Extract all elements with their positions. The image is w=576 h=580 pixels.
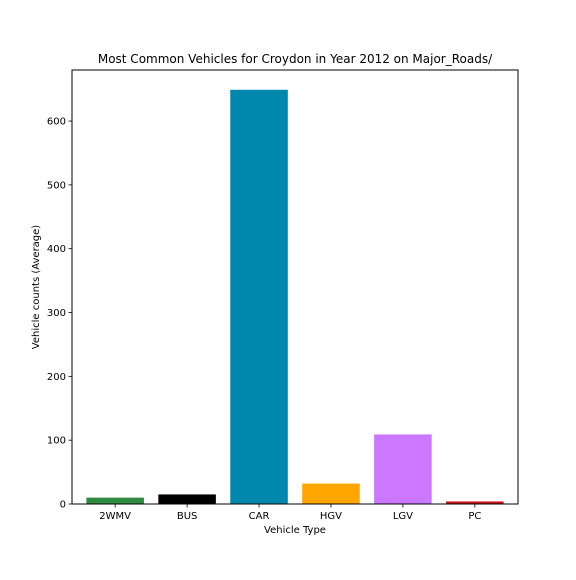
y-axis-ticks: 0 100 200 300 400 500 600 — [47, 117, 72, 511]
bar-bus — [158, 494, 216, 504]
x-tick-label: PC — [468, 511, 481, 522]
bar-pc — [446, 501, 504, 504]
y-axis-label: Vehicle counts (Average) — [31, 225, 42, 350]
x-tick-label: LGV — [393, 511, 413, 522]
bars-layer — [86, 89, 504, 505]
x-axis-ticks: 2WMV BUS CAR HGV LGV PC — [99, 504, 481, 522]
y-tick-label: 300 — [47, 308, 66, 319]
x-axis-label: Vehicle Type — [264, 525, 326, 536]
y-tick-label: 500 — [47, 180, 66, 191]
y-tick-label: 100 — [47, 436, 66, 447]
bar-lgv — [374, 434, 432, 504]
y-tick-label: 400 — [47, 244, 66, 255]
bar-2wmv — [86, 497, 144, 504]
y-tick-label: 600 — [47, 117, 66, 128]
x-tick-label: 2WMV — [99, 511, 131, 522]
x-tick-label: BUS — [177, 511, 198, 522]
chart-title: Most Common Vehicles for Croydon in Year… — [98, 52, 493, 66]
y-tick-label: 200 — [47, 372, 66, 383]
bar-hgv — [302, 483, 360, 504]
y-tick-label: 0 — [60, 500, 66, 511]
x-tick-label: CAR — [249, 511, 270, 522]
bar-car — [230, 89, 288, 505]
plot-frame — [71, 69, 519, 505]
x-tick-label: HGV — [320, 511, 342, 522]
